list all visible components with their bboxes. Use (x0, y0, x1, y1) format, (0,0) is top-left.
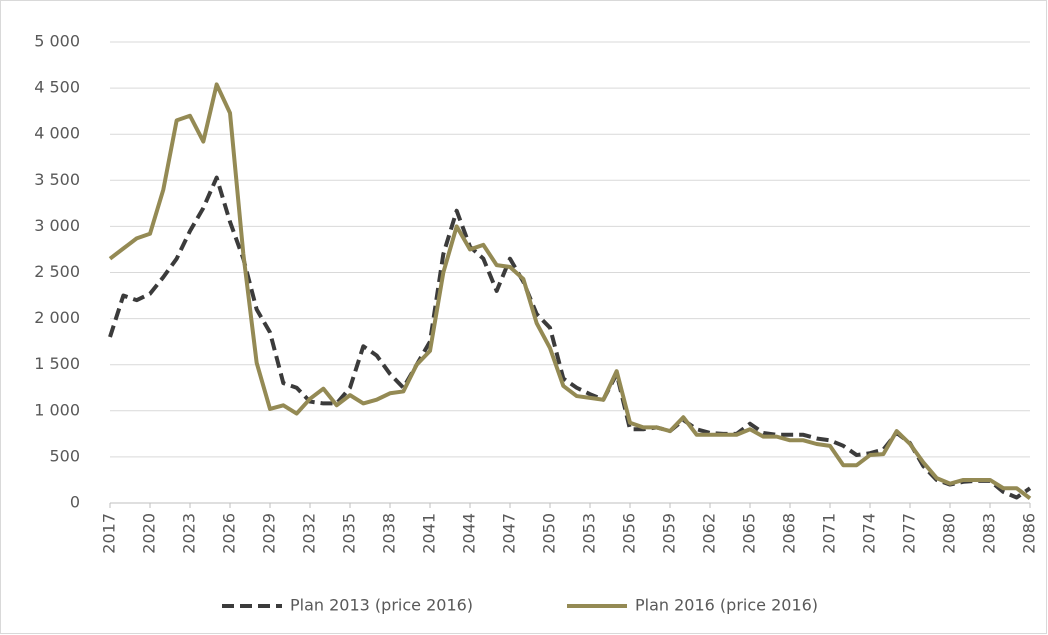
x-tick-label: 2017 (100, 513, 119, 554)
x-tick-label: 2035 (340, 513, 359, 554)
y-tick-label: 0 (70, 493, 80, 512)
y-tick-label: 5 000 (34, 32, 80, 51)
x-tick-label: 2050 (540, 513, 559, 554)
x-tick-label: 2083 (980, 513, 999, 554)
y-tick-label: 2 500 (34, 262, 80, 281)
x-tick-label: 2080 (940, 513, 959, 554)
x-tick-label: 2029 (260, 513, 279, 554)
x-tick-label: 2041 (420, 513, 439, 554)
x-tick-label: 2059 (660, 513, 679, 554)
x-tick-label: 2053 (580, 513, 599, 554)
x-tick-label: 2038 (380, 513, 399, 554)
x-tick-label: 2074 (860, 513, 879, 554)
x-tick-label: 2068 (780, 513, 799, 554)
legend-label: Plan 2016 (price 2016) (635, 596, 818, 615)
y-tick-label: 4 000 (34, 124, 80, 143)
x-tick-label: 2047 (500, 513, 519, 554)
y-tick-label: 3 000 (34, 216, 80, 235)
y-tick-label: 1 500 (34, 354, 80, 373)
y-tick-label: 2 000 (34, 308, 80, 327)
x-tick-label: 2077 (900, 513, 919, 554)
x-tick-label: 2065 (740, 513, 759, 554)
x-tick-label: 2044 (460, 513, 479, 554)
x-tick-label: 2023 (180, 513, 199, 554)
series-line (108, 175, 1032, 500)
legend-label: Plan 2013 (price 2016) (290, 596, 473, 615)
y-tick-label: 500 (49, 446, 80, 465)
y-tick-label: 4 500 (34, 78, 80, 97)
series-line (108, 82, 1032, 500)
y-tick-label: 1 000 (34, 400, 80, 419)
x-tick-label: 2086 (1020, 513, 1039, 554)
x-tick-label: 2071 (820, 513, 839, 554)
x-tick-label: 2056 (620, 513, 639, 554)
x-tick-label: 2026 (220, 513, 239, 554)
x-tick-label: 2020 (140, 513, 159, 554)
x-tick-label: 2032 (300, 513, 319, 554)
x-tick-label: 2062 (700, 513, 719, 554)
y-tick-label: 3 500 (34, 170, 80, 189)
